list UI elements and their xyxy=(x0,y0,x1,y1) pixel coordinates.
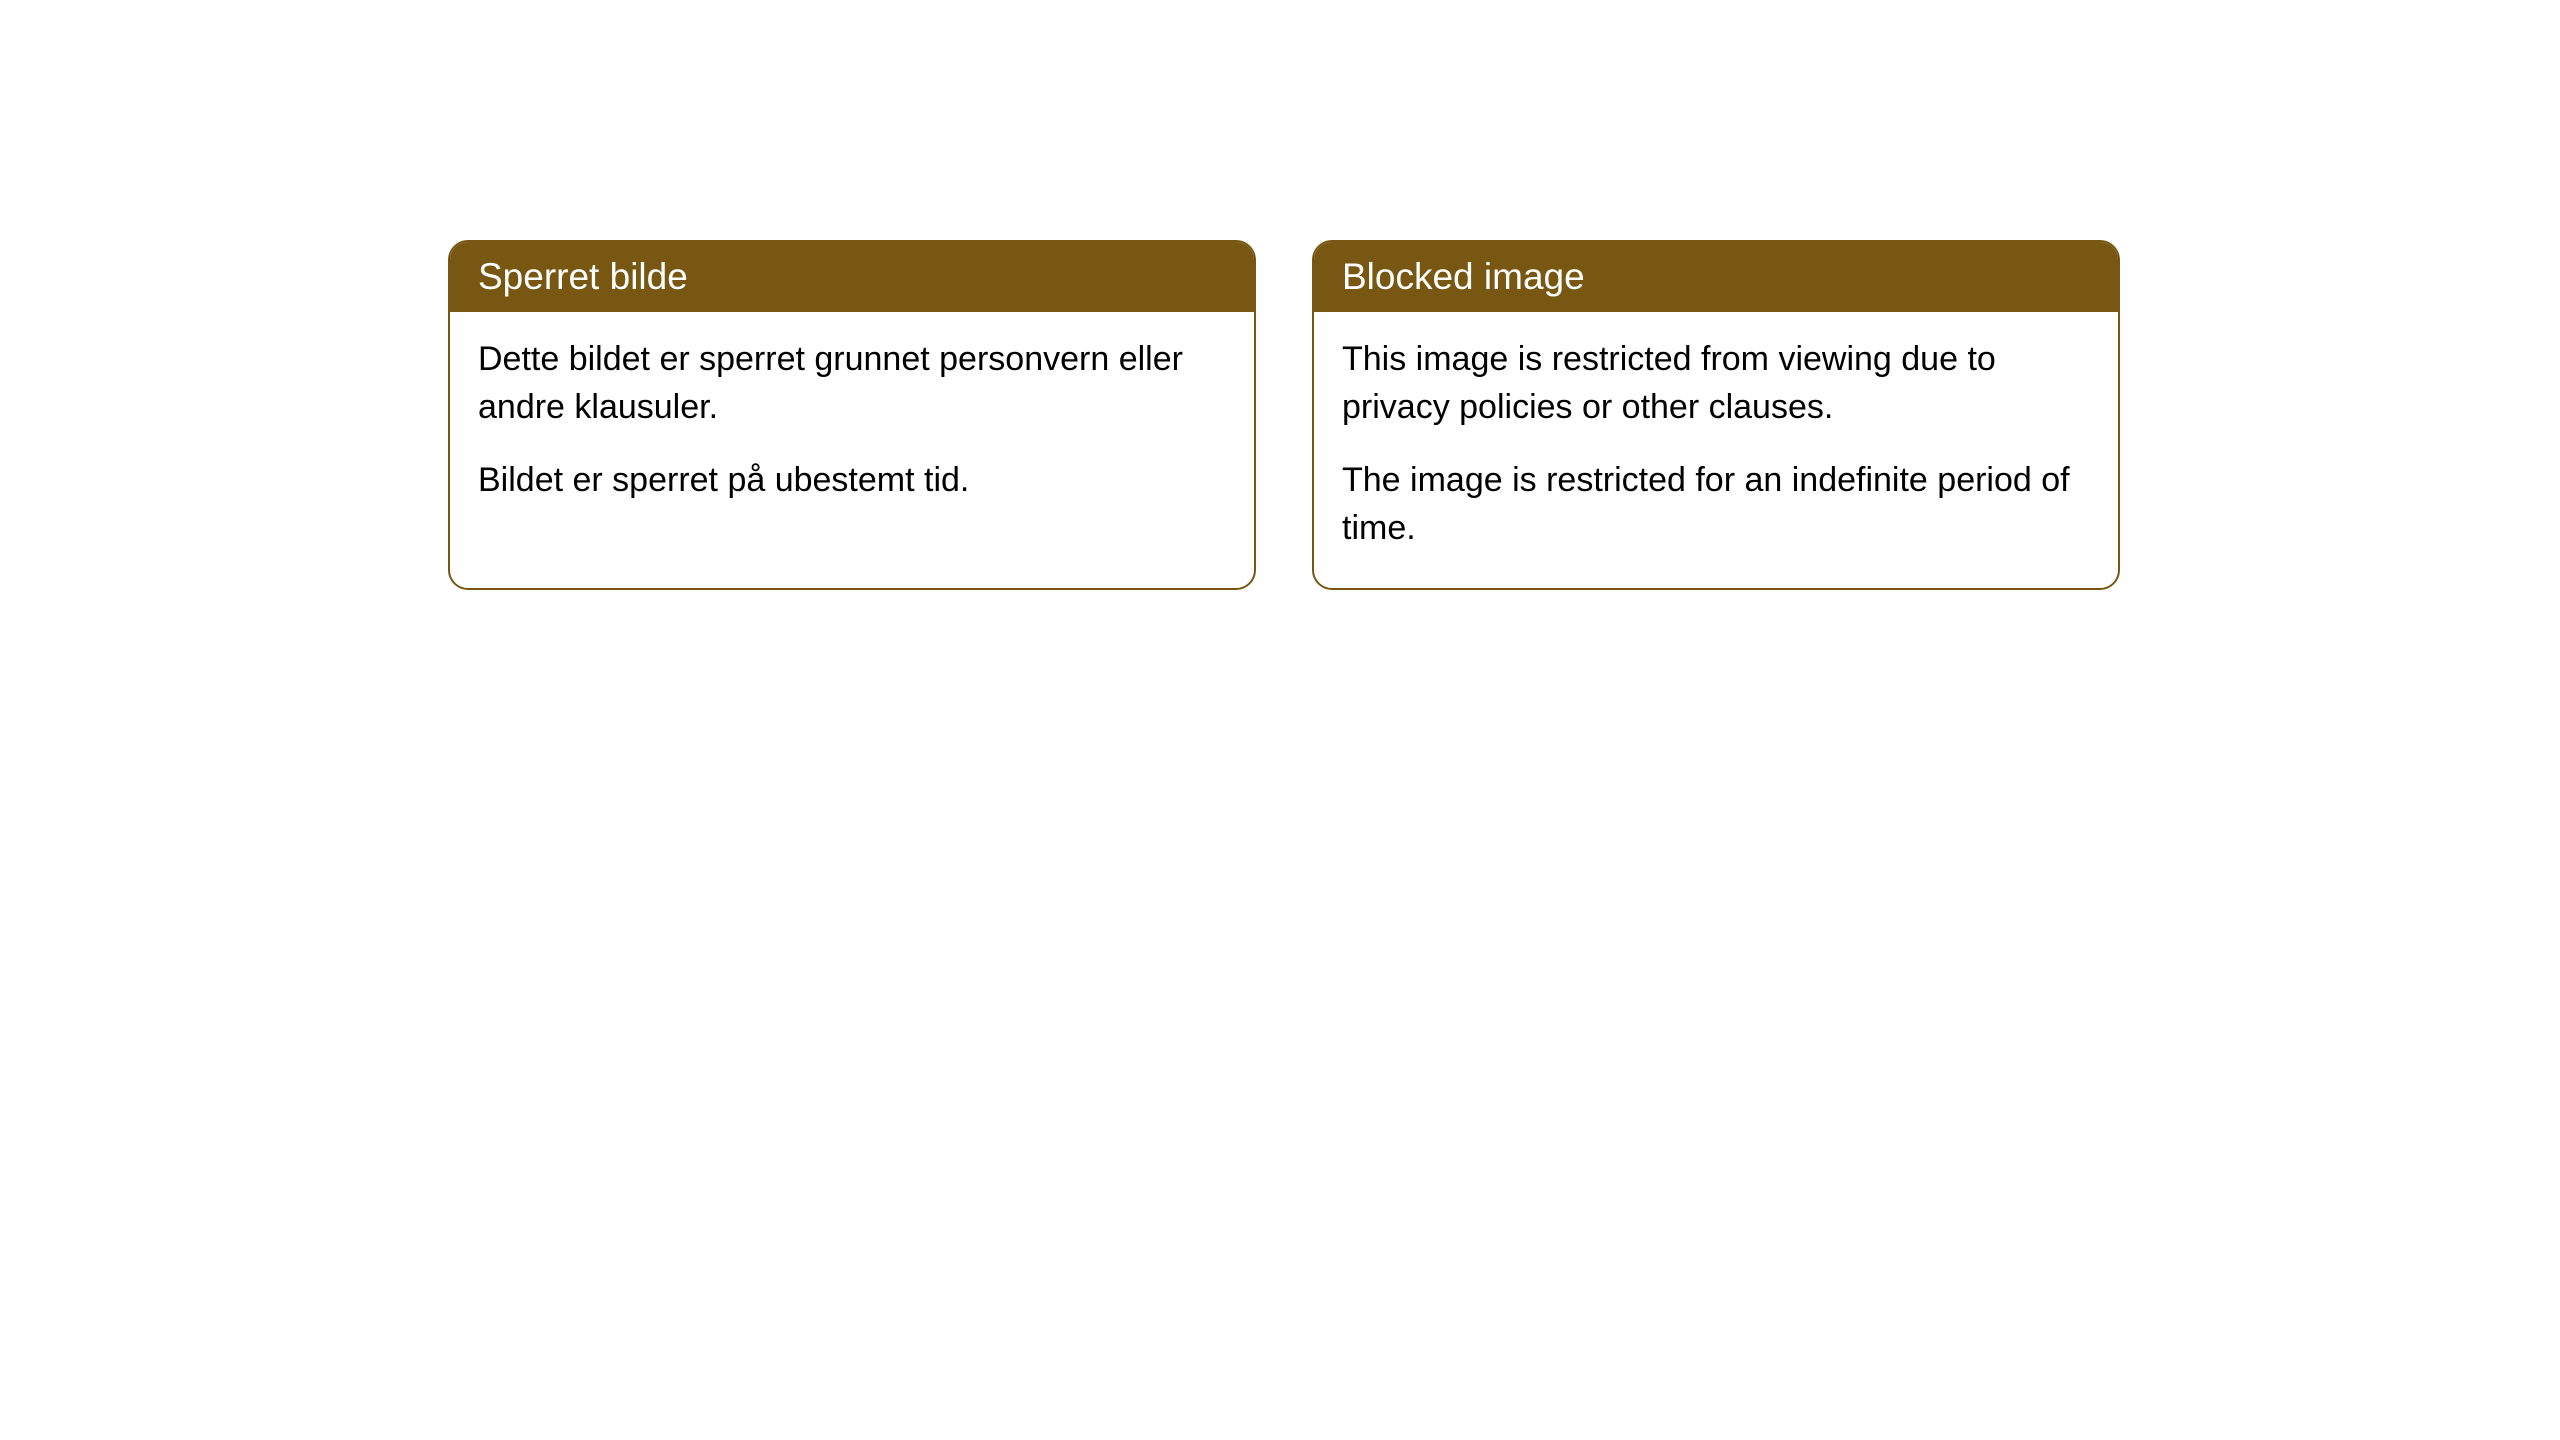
card-title: Sperret bilde xyxy=(478,256,688,297)
card-title: Blocked image xyxy=(1342,256,1585,297)
card-paragraph: Bildet er sperret på ubestemt tid. xyxy=(478,457,1226,505)
card-header: Sperret bilde xyxy=(450,242,1254,312)
cards-container: Sperret bilde Dette bildet er sperret gr… xyxy=(0,0,2560,590)
info-card-english: Blocked image This image is restricted f… xyxy=(1312,240,2120,590)
card-header: Blocked image xyxy=(1314,242,2118,312)
card-paragraph: This image is restricted from viewing du… xyxy=(1342,336,2090,431)
info-card-norwegian: Sperret bilde Dette bildet er sperret gr… xyxy=(448,240,1256,590)
card-body: Dette bildet er sperret grunnet personve… xyxy=(450,312,1254,541)
card-body: This image is restricted from viewing du… xyxy=(1314,312,2118,588)
card-paragraph: Dette bildet er sperret grunnet personve… xyxy=(478,336,1226,431)
card-paragraph: The image is restricted for an indefinit… xyxy=(1342,457,2090,552)
